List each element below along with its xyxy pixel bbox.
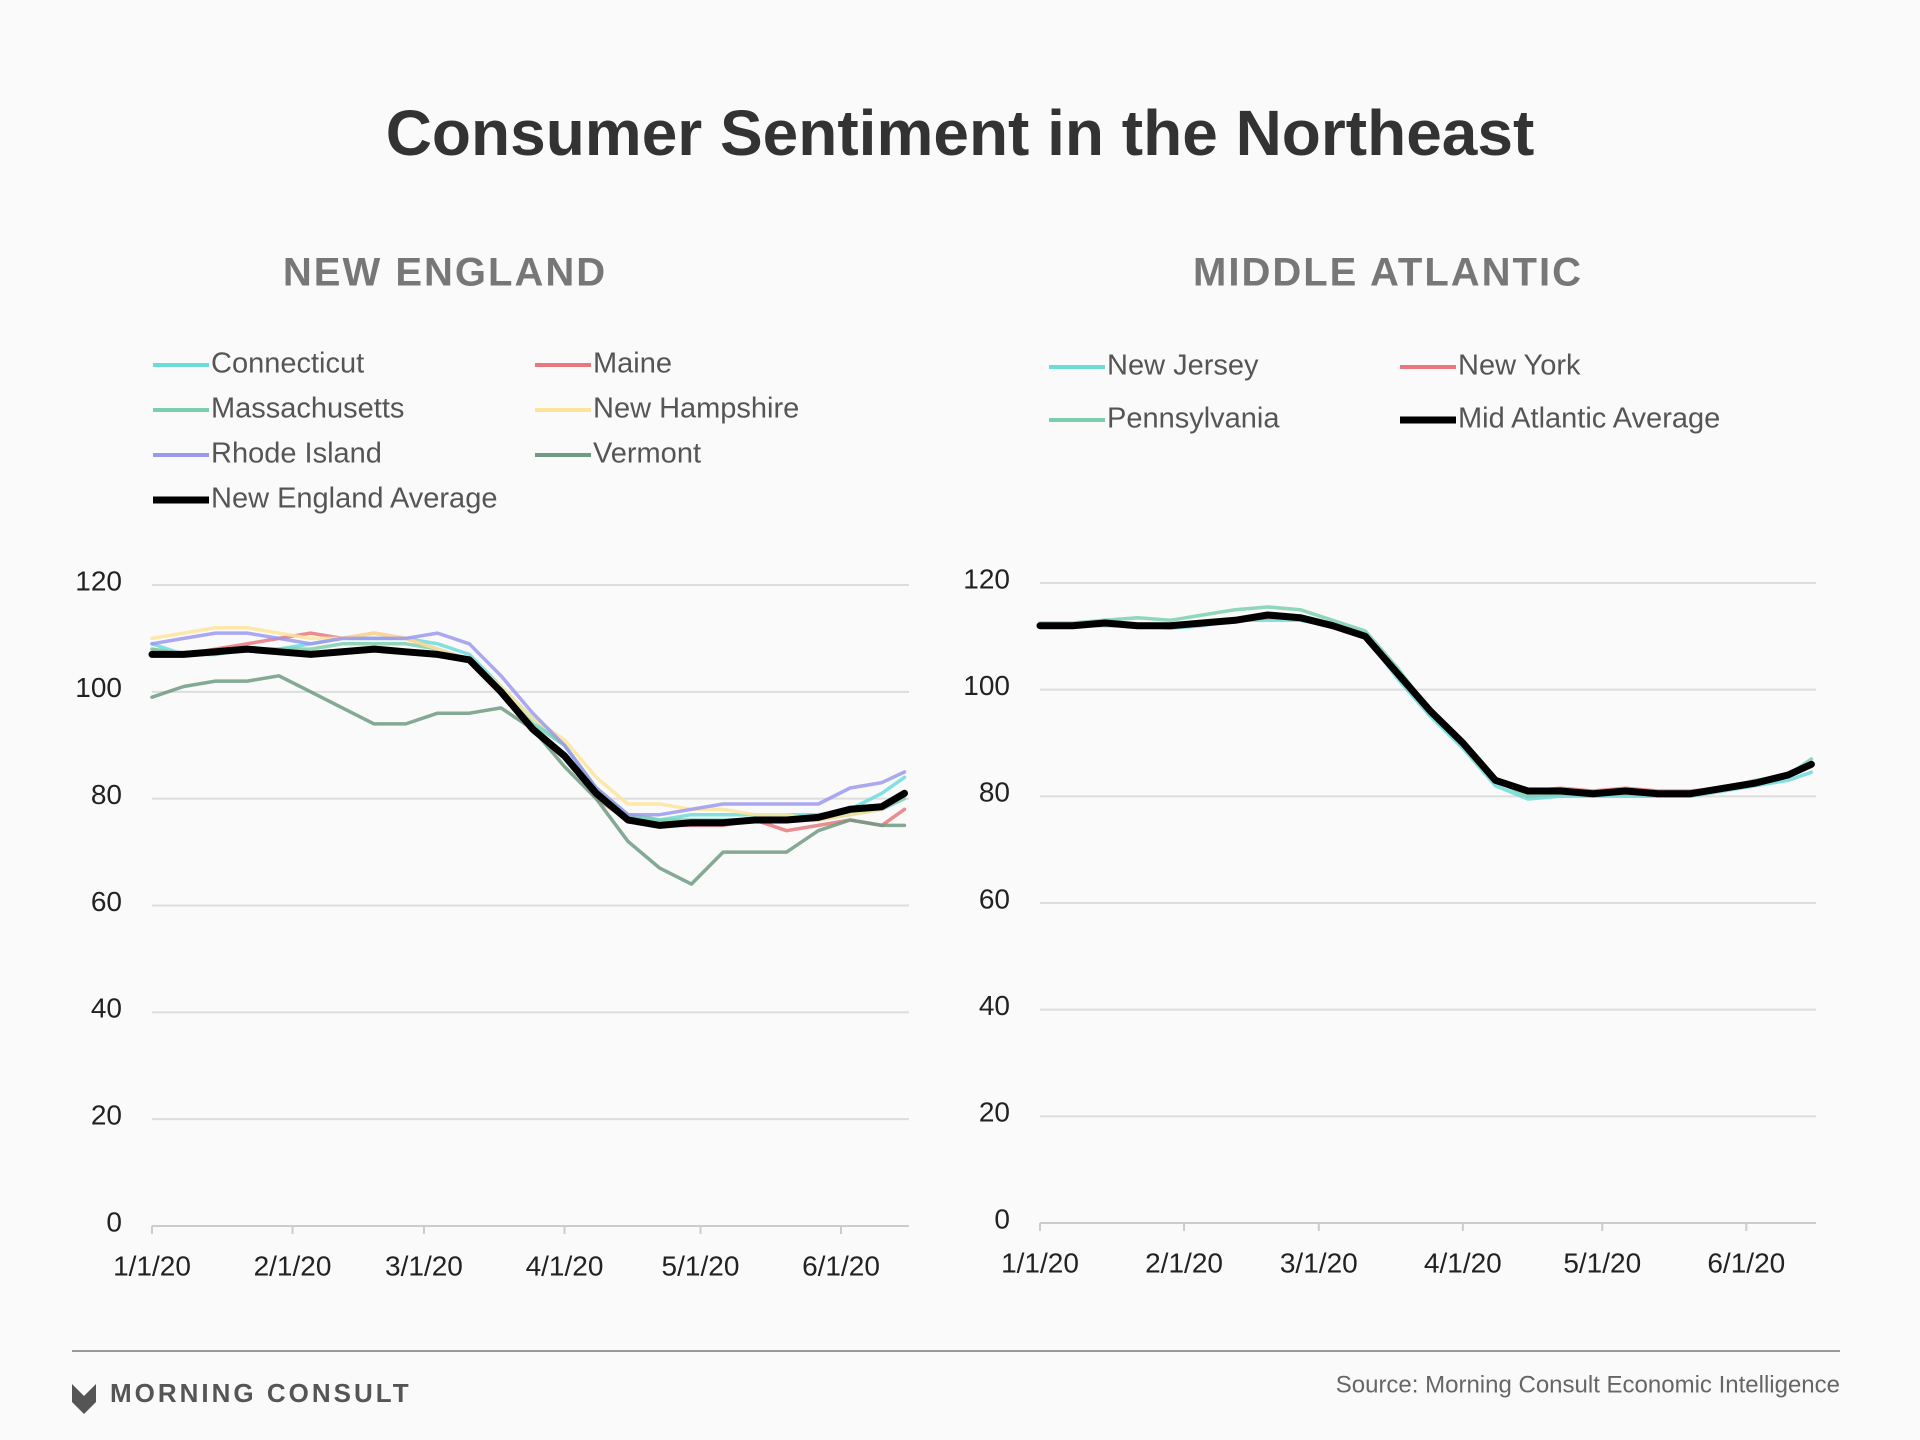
legend-label: Maine — [593, 348, 672, 380]
y-tick-label: 60 — [91, 886, 122, 917]
x-tick-label: 5/1/20 — [662, 1250, 740, 1281]
brand-logo — [72, 1384, 96, 1414]
y-tick-label: 40 — [979, 990, 1010, 1021]
y-tick-label: 40 — [91, 993, 122, 1024]
legend-label: New England Average — [211, 483, 497, 515]
y-tick-label: 120 — [963, 563, 1010, 594]
x-tick-label: 1/1/20 — [113, 1250, 191, 1281]
legend-label: Mid Atlantic Average — [1458, 403, 1720, 435]
y-tick-label: 0 — [106, 1206, 122, 1237]
x-tick-label: 6/1/20 — [1707, 1247, 1785, 1278]
x-tick-label: 4/1/20 — [1424, 1247, 1502, 1278]
x-tick-label: 4/1/20 — [526, 1250, 604, 1281]
legend-label: Vermont — [593, 438, 701, 470]
y-tick-label: 20 — [91, 1100, 122, 1131]
y-tick-label: 80 — [979, 777, 1010, 808]
legend-label: New Hampshire — [593, 393, 799, 425]
legend-label: Connecticut — [211, 348, 364, 380]
legend-label: Pennsylvania — [1107, 403, 1280, 435]
brand: MORNING CONSULT — [110, 1378, 412, 1408]
y-tick-label: 0 — [994, 1203, 1010, 1234]
source: Source: Morning Consult Economic Intelli… — [1336, 1371, 1840, 1398]
y-tick-label: 100 — [963, 670, 1010, 701]
x-tick-label: 6/1/20 — [802, 1250, 880, 1281]
x-tick-label: 5/1/20 — [1563, 1247, 1641, 1278]
y-tick-label: 80 — [91, 779, 122, 810]
y-tick-label: 100 — [75, 672, 122, 703]
legend-label: New York — [1458, 350, 1581, 382]
y-tick-label: 120 — [75, 565, 122, 596]
page-title: Consumer Sentiment in the Northeast — [386, 97, 1535, 169]
y-tick-label: 20 — [979, 1097, 1010, 1128]
series-line — [150, 625, 907, 822]
x-tick-label: 2/1/20 — [254, 1250, 332, 1281]
chart-title: NEW ENGLAND — [283, 251, 607, 295]
y-tick-label: 60 — [979, 883, 1010, 914]
x-tick-label: 1/1/20 — [1001, 1247, 1079, 1278]
x-tick-label: 3/1/20 — [385, 1250, 463, 1281]
series-line — [1036, 611, 1815, 798]
x-tick-label: 3/1/20 — [1280, 1247, 1358, 1278]
legend-label: Massachusetts — [211, 393, 404, 425]
legend-label: Rhode Island — [211, 438, 382, 470]
chart-title: MIDDLE ATLANTIC — [1193, 251, 1583, 295]
legend-label: New Jersey — [1107, 350, 1259, 382]
x-tick-label: 2/1/20 — [1145, 1247, 1223, 1278]
series-line — [150, 631, 907, 817]
series-line — [148, 645, 908, 829]
